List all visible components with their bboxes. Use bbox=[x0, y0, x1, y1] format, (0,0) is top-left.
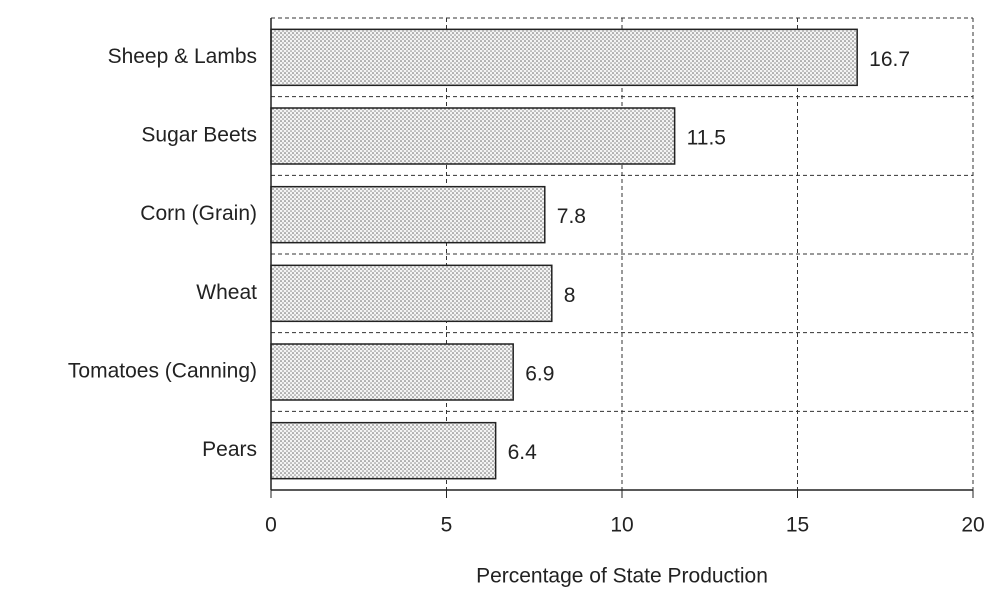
data-label: 11.5 bbox=[687, 127, 726, 150]
bar bbox=[270, 185, 546, 244]
y-tick-label: Sheep & Lambs bbox=[108, 45, 257, 68]
y-tick-label: Corn (Grain) bbox=[140, 202, 257, 225]
y-tick-label: Tomatoes (Canning) bbox=[68, 360, 257, 383]
x-tick-label: 20 bbox=[961, 514, 984, 537]
data-label: 6.4 bbox=[508, 441, 538, 464]
y-tick-label: Sugar Beets bbox=[141, 124, 257, 147]
data-label: 16.7 bbox=[869, 48, 910, 71]
x-axis-label: Percentage of State Production bbox=[476, 565, 768, 588]
y-tick-label: Wheat bbox=[196, 281, 257, 304]
bar bbox=[270, 28, 858, 87]
data-label: 6.9 bbox=[525, 363, 554, 386]
bar bbox=[270, 421, 497, 480]
bar bbox=[270, 264, 553, 323]
data-label: 8 bbox=[564, 284, 576, 307]
x-tick-label: 0 bbox=[265, 514, 277, 537]
x-tick-label: 5 bbox=[441, 514, 453, 537]
x-tick-label: 15 bbox=[786, 514, 809, 537]
x-tick-label: 10 bbox=[610, 514, 633, 537]
y-tick-label: Pears bbox=[202, 438, 257, 461]
data-label: 7.8 bbox=[557, 205, 586, 228]
bar bbox=[270, 343, 514, 401]
bar bbox=[270, 107, 676, 165]
